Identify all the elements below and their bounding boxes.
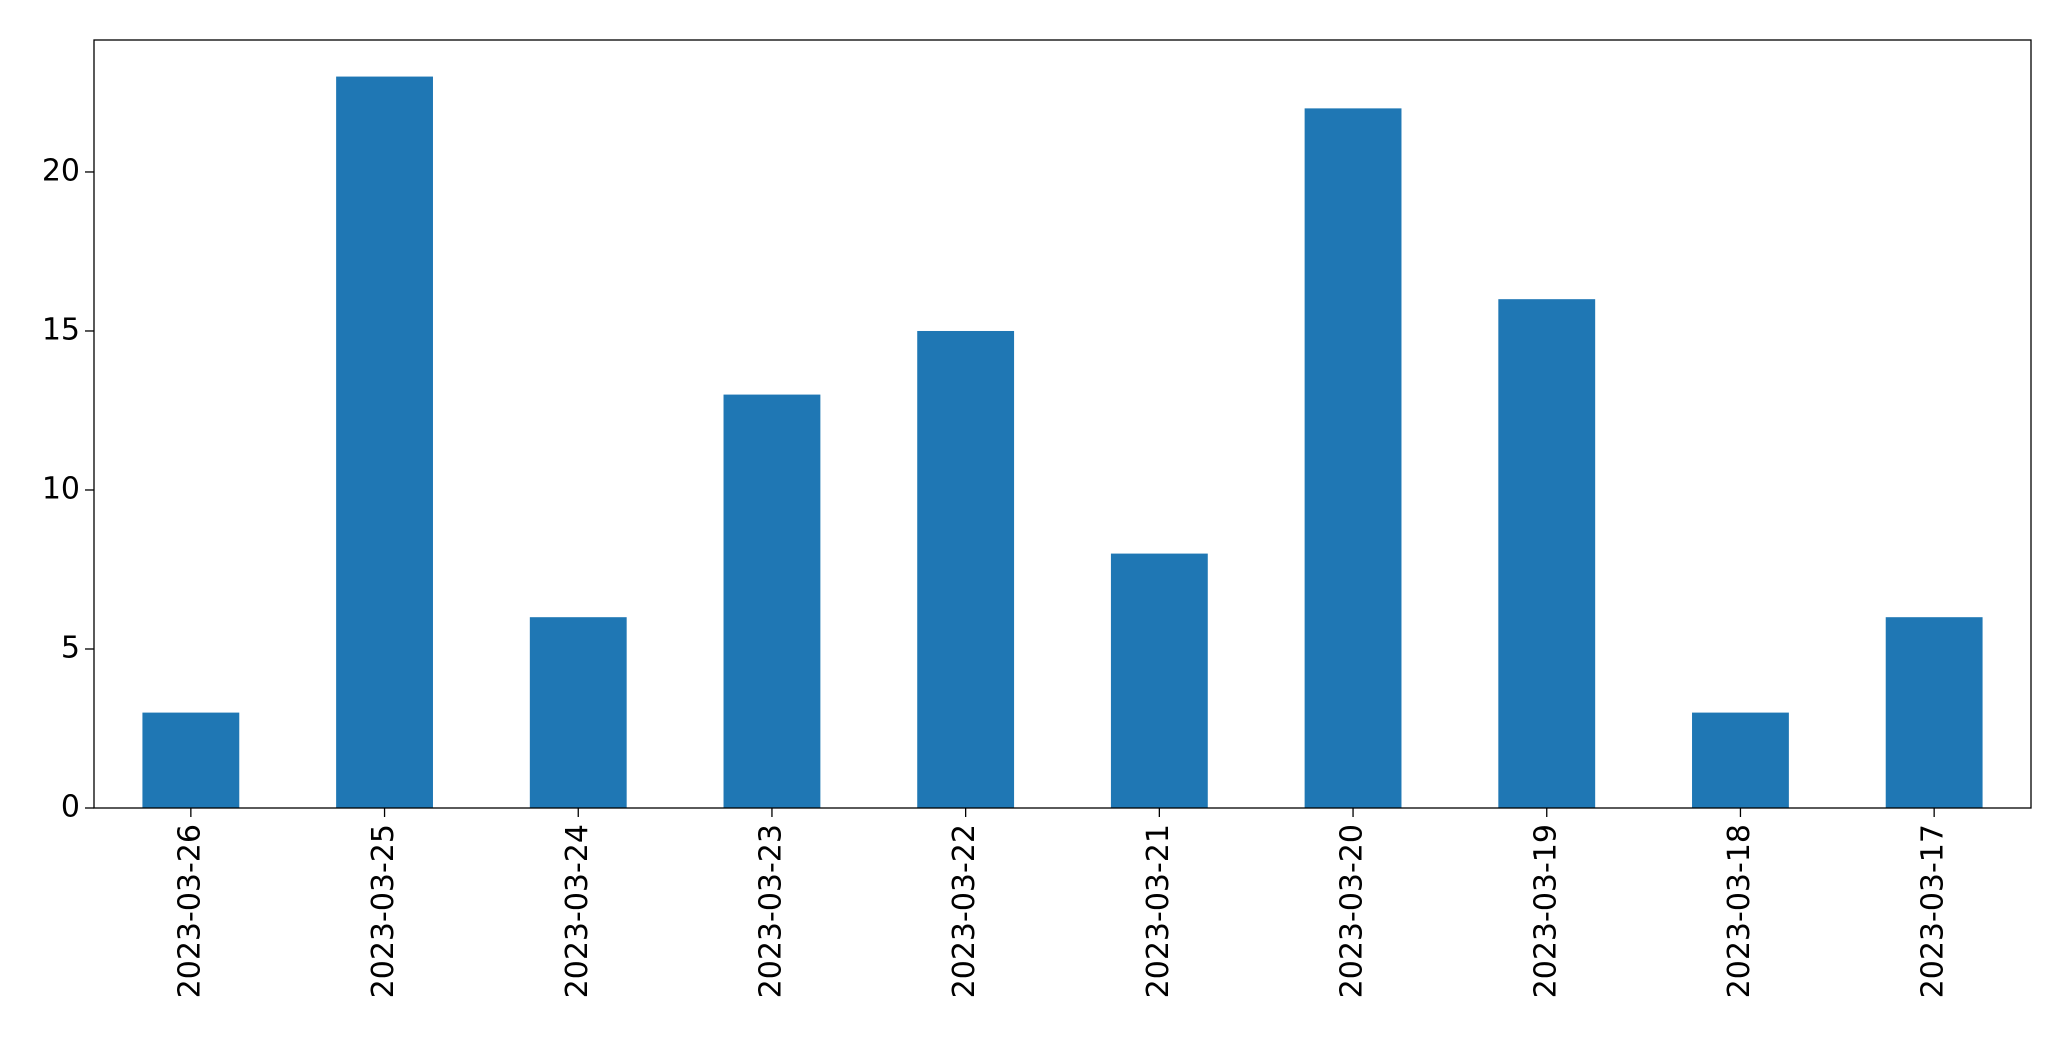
bar — [1304, 108, 1402, 808]
bar — [529, 617, 627, 808]
x-tick-label: 2023-03-23 — [753, 824, 788, 998]
x-tick-label: 2023-03-20 — [1335, 824, 1370, 998]
bar — [723, 394, 821, 808]
bar — [1498, 299, 1596, 808]
bar — [1885, 617, 1983, 808]
bar — [1692, 712, 1789, 808]
x-tick-label: 2023-03-17 — [1916, 824, 1951, 998]
x-tick-label: 2023-03-21 — [1141, 824, 1176, 998]
y-tick-label: 20 — [42, 153, 80, 188]
x-tick-label: 2023-03-19 — [1528, 824, 1563, 998]
plot-frame — [93, 39, 2032, 809]
bar — [917, 330, 1015, 808]
x-tick-label: 2023-03-18 — [1722, 824, 1757, 998]
x-tick-label: 2023-03-25 — [366, 824, 401, 998]
bar — [142, 712, 240, 808]
bar — [1110, 553, 1208, 808]
x-tick-label: 2023-03-24 — [560, 824, 595, 998]
y-tick-label: 0 — [61, 790, 80, 825]
y-tick-label: 15 — [42, 312, 80, 347]
y-tick-label: 10 — [42, 471, 80, 506]
y-tick-label: 5 — [61, 630, 80, 665]
bar — [336, 76, 433, 809]
x-tick-label: 2023-03-26 — [172, 824, 207, 998]
x-tick-label: 2023-03-22 — [947, 824, 982, 998]
